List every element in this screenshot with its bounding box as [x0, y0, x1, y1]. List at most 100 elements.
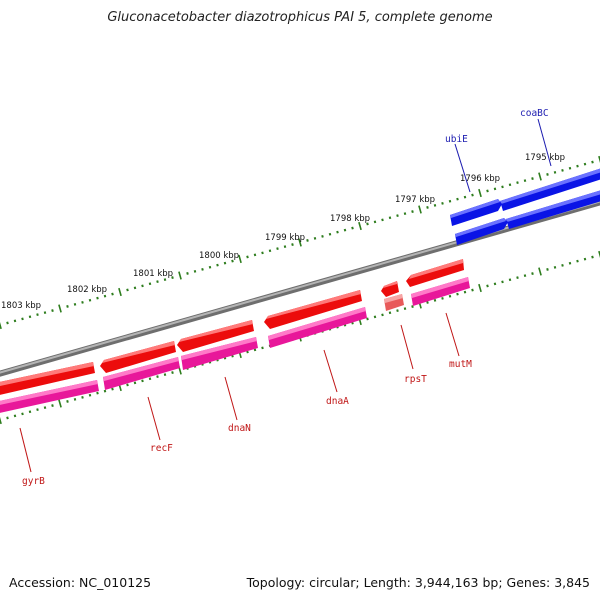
minor-tick [253, 348, 257, 352]
minor-tick [561, 168, 564, 172]
minor-tick [66, 400, 69, 403]
gene-dnaA-arrow[interactable] [264, 290, 367, 348]
minor-tick [591, 160, 594, 164]
gene-label-coaBC[interactable]: coaBC [520, 108, 549, 119]
gene-gyrB-arrow[interactable] [0, 362, 99, 414]
minor-tick [328, 232, 332, 236]
minor-tick [411, 305, 414, 308]
minor-tick [373, 220, 377, 224]
minor-tick [36, 408, 39, 412]
gene-label-rpsT[interactable]: rpsT [404, 374, 427, 385]
minor-tick [433, 298, 437, 302]
minor-tick [28, 410, 32, 414]
gene-label-dnaA[interactable]: dnaA [326, 396, 349, 407]
minor-tick [126, 383, 129, 387]
minor-tick [351, 226, 354, 230]
minor-tick [456, 197, 459, 201]
gene-label-gyrB[interactable]: gyrB [22, 476, 45, 487]
minor-tick [208, 265, 212, 269]
minor-tick [583, 257, 587, 261]
gene-label-dnaN[interactable]: dnaN [228, 423, 251, 434]
minor-tick [471, 193, 474, 197]
gene-recF-arrow[interactable] [100, 341, 180, 390]
minor-tick [13, 414, 17, 418]
minor-tick [171, 276, 174, 279]
major-tick [598, 155, 600, 163]
minor-tick [568, 166, 572, 170]
minor-tick [216, 263, 219, 267]
minor-tick [403, 212, 407, 216]
gene-label-recF[interactable]: recF [150, 443, 173, 454]
minor-tick [111, 292, 114, 296]
minor-tick [51, 404, 54, 407]
outer-tick-track [0, 155, 600, 330]
minor-tick [171, 371, 174, 374]
minor-tick [508, 278, 512, 282]
kbp-label: 1800 kbp [199, 251, 239, 261]
gene-mutM-arrow[interactable] [406, 259, 470, 306]
major-tick [58, 304, 62, 313]
minor-tick [516, 276, 519, 280]
minor-tick [493, 282, 497, 286]
minor-tick [201, 267, 204, 271]
minor-tick [591, 255, 594, 259]
minor-tick [388, 311, 392, 315]
kbp-labels: 1795 kbp 1796 kbp 1797 kbp 1798 kbp 1799… [1, 153, 565, 311]
minor-tick [553, 170, 557, 174]
minor-tick [463, 195, 467, 199]
kbp-label: 1795 kbp [525, 153, 565, 163]
minor-tick [141, 284, 144, 288]
minor-tick [441, 296, 444, 300]
major-tick [418, 205, 422, 214]
minor-tick [73, 302, 77, 306]
major-tick [358, 221, 362, 231]
minor-tick [73, 397, 77, 401]
minor-tick [486, 284, 489, 288]
minor-tick [306, 239, 309, 242]
minor-tick [561, 263, 564, 267]
minor-tick [43, 406, 47, 410]
gene-labels: coaBC ubiE mutM rpsT dnaA dnaN recF gyrB [22, 108, 549, 487]
minor-tick [28, 315, 32, 319]
major-tick [598, 250, 600, 258]
minor-tick [321, 234, 324, 238]
minor-tick [261, 251, 264, 255]
kbp-label: 1796 kbp [460, 174, 500, 184]
kbp-label: 1799 kbp [265, 233, 305, 243]
leader-lines [19, 118, 552, 473]
minor-tick [546, 268, 549, 271]
minor-tick [463, 290, 467, 294]
minor-tick [381, 313, 384, 317]
minor-tick [576, 164, 579, 168]
minor-tick [523, 274, 527, 278]
gene-rpsT-arrow[interactable] [381, 281, 404, 311]
gene-coaBC-arrow[interactable] [500, 167, 600, 229]
minor-tick [471, 288, 474, 292]
major-tick [0, 322, 2, 330]
minor-tick [381, 218, 384, 222]
minor-tick [261, 346, 264, 350]
minor-tick [576, 259, 579, 263]
map-title: Gluconacetobacter diazotrophicus PAI 5, … [107, 10, 493, 25]
minor-tick [553, 265, 557, 269]
gene-label-ubiE[interactable]: ubiE [445, 134, 468, 145]
minor-tick [88, 393, 92, 397]
minor-tick [163, 373, 167, 377]
major-tick [58, 399, 62, 408]
minor-tick [186, 272, 189, 275]
minor-tick [6, 416, 9, 420]
major-tick [538, 172, 542, 181]
minor-tick [163, 278, 167, 282]
major-tick [478, 283, 482, 293]
forward-genes [450, 167, 600, 245]
gene-dnaN-arrow[interactable] [177, 320, 258, 370]
minor-tick [411, 210, 414, 213]
gene-ubiE-arrow[interactable] [450, 199, 508, 245]
minor-tick [36, 313, 39, 317]
minor-tick [456, 292, 459, 296]
minor-tick [373, 315, 377, 319]
major-tick [298, 238, 302, 247]
minor-tick [111, 387, 114, 391]
gene-label-mutM[interactable]: mutM [449, 359, 472, 370]
kbp-label: 1797 kbp [395, 195, 435, 205]
